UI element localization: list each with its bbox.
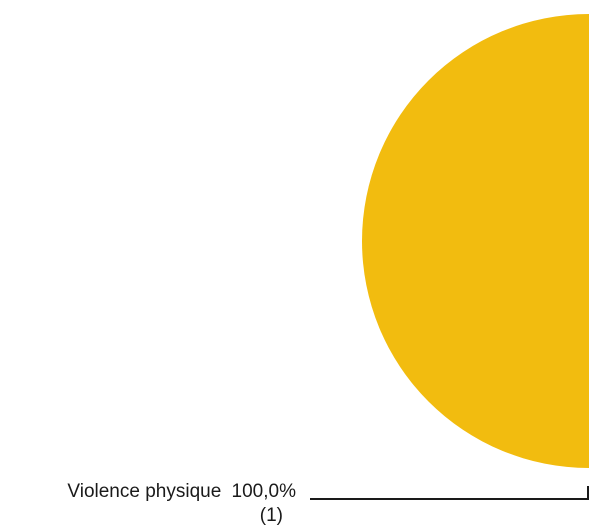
pie-slices [362, 14, 589, 468]
slice-count-label: (1) [260, 505, 283, 526]
slice-leader-line [310, 486, 589, 500]
slice-percent-label: 100,0% [232, 481, 297, 502]
pie-slice [362, 14, 589, 468]
slice-label: Violence physique 100,0% [67, 481, 296, 502]
slice-category-label: Violence physique [67, 481, 221, 502]
